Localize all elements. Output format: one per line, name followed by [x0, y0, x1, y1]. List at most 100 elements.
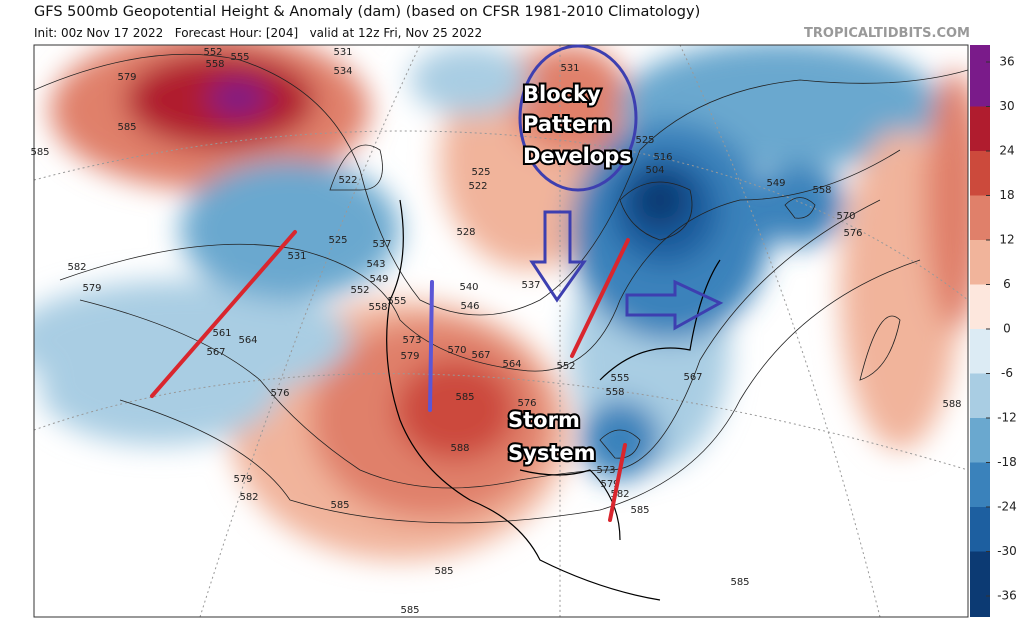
- contour-label: 582: [67, 262, 86, 273]
- contour-label: 552: [203, 47, 222, 58]
- map: [34, 45, 968, 617]
- contour-label: 537: [521, 280, 540, 291]
- contour-label: 576: [270, 388, 289, 399]
- colorbar-tick-label: 24: [999, 144, 1014, 158]
- contour-label: 576: [517, 398, 536, 409]
- contour-label: 555: [387, 296, 406, 307]
- contour-label: 579: [600, 479, 619, 490]
- contour-label: 579: [400, 351, 419, 362]
- colorbar-cap: [970, 596, 990, 617]
- contour-label: 558: [812, 185, 831, 196]
- contour-label: 531: [287, 251, 306, 262]
- contour-label: 537: [372, 239, 391, 250]
- contour-label: 552: [556, 361, 575, 372]
- colorbar-band: [970, 507, 990, 552]
- watermark: TROPICALTIDBITS.COM: [804, 26, 970, 41]
- colorbar-tick-label: -18: [997, 455, 1017, 469]
- colorbar-band: [970, 373, 990, 418]
- contour-label: 588: [450, 443, 469, 454]
- annotation-marks: [150, 44, 724, 522]
- colorbar-band: [970, 106, 990, 151]
- height-contours: [34, 53, 968, 524]
- contour-label: 531: [560, 63, 579, 74]
- contour-label: 543: [366, 259, 385, 270]
- colorbar-tick-label: -24: [997, 500, 1017, 514]
- colorbar-band: [970, 551, 990, 596]
- contour-label: 573: [402, 335, 421, 346]
- contour-labels: 552 5555585795855855315345225255315375435…: [30, 47, 961, 616]
- contour-label: 555: [230, 52, 249, 63]
- colorbar-tick-label: 12: [999, 233, 1014, 247]
- contour-label: 528: [456, 227, 475, 238]
- colorbar-tick-label: 18: [999, 188, 1014, 202]
- contour-label: 504: [645, 165, 664, 176]
- annotation: Develops: [523, 144, 632, 168]
- contour-label: 531: [333, 47, 352, 58]
- colorbar-band: [970, 240, 990, 285]
- contour-label: 579: [82, 283, 101, 294]
- contour-label: 570: [836, 211, 855, 222]
- colorbar-band: [970, 462, 990, 507]
- subtitle: Init: 00z Nov 17 2022 Forecast Hour: [20…: [34, 26, 482, 40]
- colorbar-tick-label: 30: [999, 99, 1014, 113]
- contour-label: 567: [683, 372, 702, 383]
- contour-label: 546: [460, 301, 479, 312]
- contour-label: 567: [471, 350, 490, 361]
- contour-label: 522: [338, 175, 357, 186]
- contour-label: 561: [212, 328, 231, 339]
- colorbar-cap: [970, 45, 990, 62]
- contour-label: 552: [350, 285, 369, 296]
- contour-label: 564: [502, 359, 521, 370]
- colorbar-tick-label: -6: [1001, 366, 1013, 380]
- annotation: Pattern: [523, 112, 612, 136]
- contour-label: 549: [369, 274, 388, 285]
- contour-label: 579: [233, 474, 252, 485]
- map-frame: [33, 44, 969, 618]
- contour-label: 525: [328, 235, 347, 246]
- colorbar-band: [970, 151, 990, 196]
- contour-label: 549: [766, 178, 785, 189]
- contour-label: 585: [400, 605, 419, 616]
- colorbar-band: [970, 195, 990, 240]
- contour-label: 558: [205, 59, 224, 70]
- contour-label: 585: [434, 566, 453, 577]
- contour-label: 570: [447, 345, 466, 356]
- contour-label: 576: [843, 228, 862, 239]
- anomaly-field: [34, 45, 968, 560]
- contour-label: 522: [468, 181, 487, 192]
- contour-label: 516: [653, 152, 672, 163]
- colorbar: 36 30 24 18 12 6 0 -6 -12 -18 -24 -30 -36: [970, 45, 1017, 617]
- colorbar-tick-label: -12: [997, 411, 1017, 425]
- annotation: System: [508, 441, 595, 465]
- colorbar-band: [970, 62, 990, 107]
- contour-label: 585: [330, 500, 349, 511]
- colorbar-band: [970, 284, 990, 329]
- contour-label: 588: [942, 399, 961, 410]
- annotation: Blocky: [523, 82, 601, 106]
- title: GFS 500mb Geopotential Height & Anomaly …: [34, 4, 700, 20]
- coastlines: [386, 199, 721, 601]
- contour-label: 585: [730, 577, 749, 588]
- contour-label: 585: [117, 122, 136, 133]
- colorbar-band: [970, 329, 990, 374]
- contour-label: 558: [368, 302, 387, 313]
- contour-label: 555: [610, 373, 629, 384]
- contour-label: 540: [459, 282, 478, 293]
- colorbar-tick-label: 0: [1003, 322, 1011, 336]
- graticule: [34, 45, 968, 617]
- contour-label: 534: [333, 66, 352, 77]
- colorbar-tick-label: -30: [997, 544, 1017, 558]
- contour-label: 573: [596, 465, 615, 476]
- contour-label: 567: [206, 347, 225, 358]
- contour-label: 585: [30, 147, 49, 158]
- contour-label: 525: [635, 135, 654, 146]
- colorbar-tick-label: 36: [999, 55, 1014, 69]
- colorbar-band: [970, 418, 990, 463]
- contour-label: 582: [239, 492, 258, 503]
- contour-label: 579: [117, 72, 136, 83]
- contour-label: 558: [605, 387, 624, 398]
- colorbar-tick-label: 6: [1003, 277, 1011, 291]
- contour-label: 582: [610, 489, 629, 500]
- colorbar-tick-label: -36: [997, 589, 1017, 603]
